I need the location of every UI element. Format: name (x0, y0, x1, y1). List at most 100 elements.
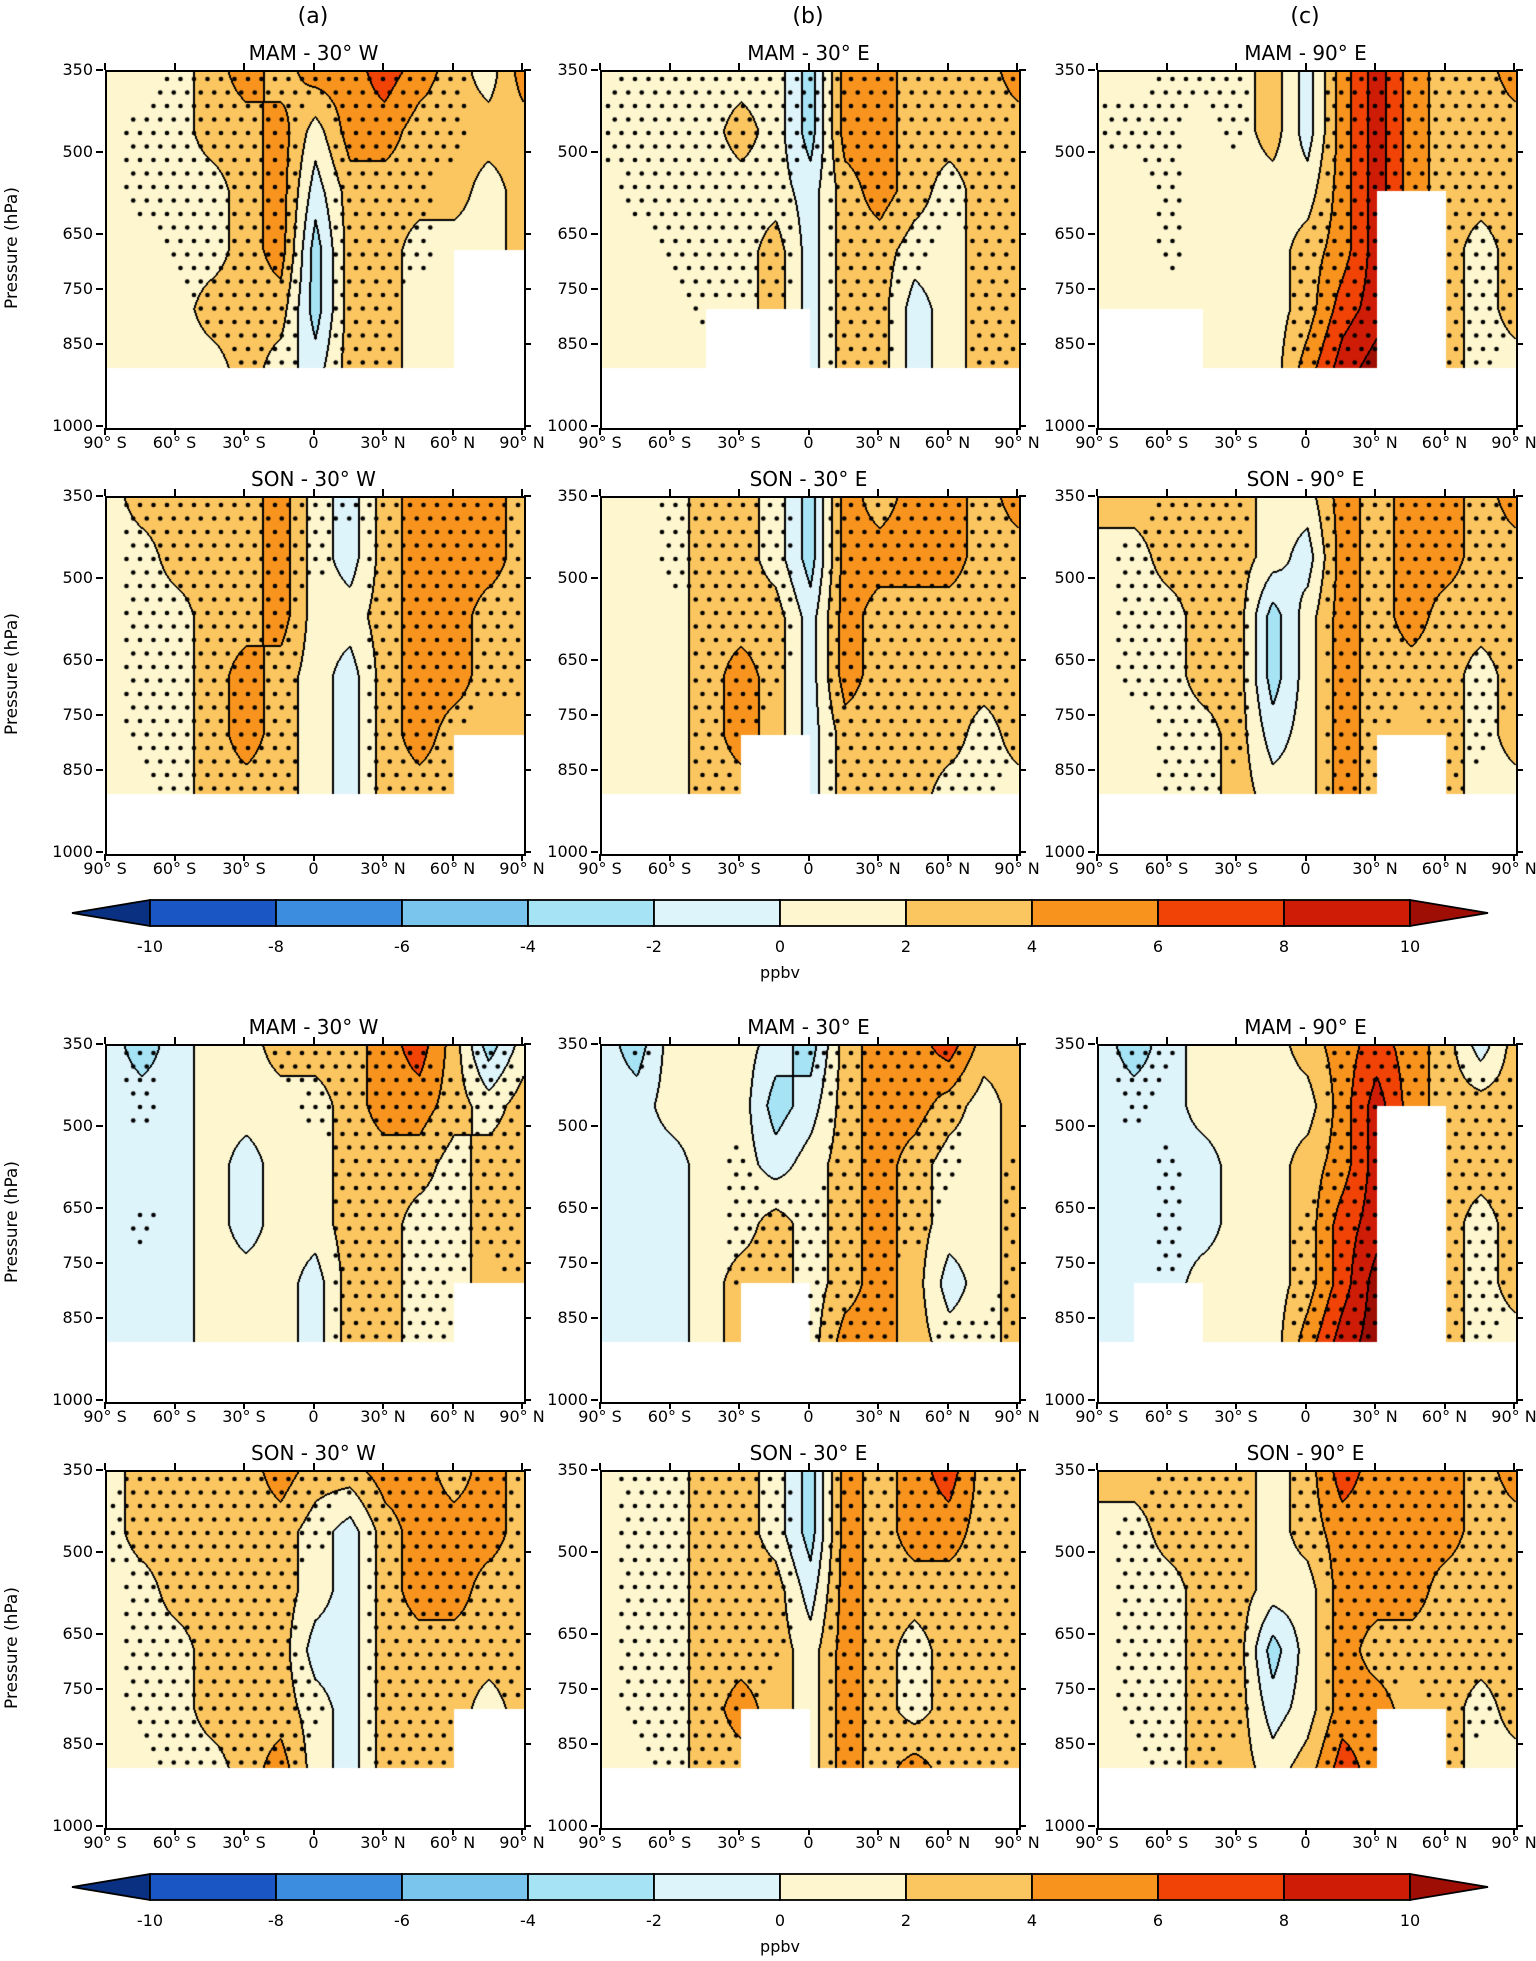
axis-tick (1374, 1463, 1376, 1470)
colorbar: -10 -8 -6 -4 -2 0 2 4 6 8 10 ppbv (71, 898, 1489, 982)
colorbar-tick-label: -10 (137, 937, 163, 956)
axis-tick (1096, 63, 1098, 70)
axis-tick (1513, 854, 1515, 861)
axis-tick (877, 1463, 879, 1470)
axis-tick (96, 69, 103, 71)
column-letter-a: (a) (297, 4, 329, 29)
axis-tick (382, 1828, 384, 1835)
y-tick-label: 850 (1054, 333, 1085, 353)
axis-tick (1088, 577, 1095, 580)
axis-tick (946, 63, 949, 70)
axis-tick (1019, 1207, 1026, 1210)
axis-tick (599, 1463, 601, 1470)
axis-tick (524, 495, 531, 497)
axis-tick (738, 489, 740, 496)
axis-tick (807, 854, 810, 861)
y-tick-label: 750 (1054, 279, 1085, 299)
y-tick-label: 850 (62, 1307, 93, 1327)
y-tick-label: 650 (62, 650, 93, 670)
column-letter-c: (c) (1290, 4, 1320, 29)
axis-tick (1374, 854, 1376, 861)
colorbar-tick-label: 4 (1027, 937, 1037, 956)
x-tick-label: 60° S (1144, 433, 1189, 452)
x-tick-label: 90° S (578, 433, 622, 452)
y-tick-label: 350 (1054, 1460, 1085, 1479)
axis-tick (591, 1125, 598, 1128)
axis-tick (1374, 1037, 1376, 1044)
y-tick-label: 850 (1054, 1733, 1085, 1753)
colorbar-tick-label: -4 (520, 1911, 536, 1930)
axis-tick (877, 428, 879, 435)
x-tick-label: 60° S (647, 859, 692, 878)
panel-mam-90E: MAM - 90° E 90° S 60° S 30° S 0 30° N 60° N 90°… (1044, 1014, 1536, 1426)
axis-tick (1016, 63, 1018, 70)
y-tick-label: 1000 (52, 842, 93, 861)
y-tick-label: 650 (1054, 224, 1085, 244)
x-tick-label: 60° S (152, 433, 197, 452)
axis-tick (591, 1551, 598, 1554)
y-tick-label: 350 (557, 1460, 588, 1479)
y-tick-label: 500 (1054, 142, 1085, 162)
x-tick-label: 60° N (1421, 1833, 1468, 1852)
x-tick-label: 30° N (360, 433, 406, 452)
axis-tick (96, 1742, 103, 1745)
axis-tick (524, 659, 531, 662)
axis-tick (1235, 1037, 1237, 1044)
colorbar-segment (779, 1873, 907, 1901)
axis-tick (96, 1633, 103, 1636)
colorbar-segment (275, 899, 403, 927)
y-tick-label: 1000 (52, 1816, 93, 1835)
axis-tick (382, 854, 384, 861)
axis-tick (1516, 342, 1523, 345)
y-tick-label: 650 (62, 1198, 93, 1218)
x-tick-label: 60° N (924, 1833, 971, 1852)
axis-tick (1304, 489, 1307, 496)
axis-tick (877, 1402, 879, 1409)
axis-tick (312, 63, 315, 70)
contour-field-canvas (1099, 72, 1516, 428)
panel-mam-30W: MAM - 30° W 90° S 60° S 30° S 0 30° N 60° N 90°… (2, 1014, 545, 1426)
y-tick-label: 1000 (547, 1816, 588, 1835)
plot-area (105, 70, 526, 430)
axis-tick (738, 854, 740, 861)
axis-tick (524, 1633, 531, 1636)
x-tick-label: 30° N (855, 1833, 901, 1852)
axis-tick (96, 342, 103, 345)
axis-tick (243, 428, 245, 435)
y-tick-label: 750 (1054, 1679, 1085, 1699)
colorbar-tick-label: -2 (646, 937, 662, 956)
axis-tick (1019, 1125, 1026, 1128)
axis-tick (1088, 659, 1095, 662)
y-tick-label: 350 (62, 60, 93, 79)
axis-tick (1088, 69, 1095, 71)
axis-tick (96, 1316, 103, 1319)
axis-tick (96, 151, 103, 154)
y-tick-label: 750 (1054, 705, 1085, 725)
axis-tick (1443, 428, 1446, 435)
axis-tick (807, 428, 810, 435)
axis-tick (173, 1828, 176, 1835)
x-tick-label: 30° N (1352, 859, 1398, 878)
panel-title: MAM - 30° E (747, 41, 870, 65)
x-tick-label: 90° S (1075, 433, 1119, 452)
y-tick-label: 1000 (1044, 1390, 1085, 1409)
plot-area (105, 496, 526, 856)
axis-tick (243, 1828, 245, 1835)
axis-tick (1088, 1399, 1095, 1401)
axis-tick (1019, 151, 1026, 154)
colorbar-tick-label: 2 (901, 937, 911, 956)
x-tick-label: 30° N (1352, 433, 1398, 452)
axis-tick (1088, 714, 1095, 717)
y-tick-label: 750 (557, 1253, 588, 1273)
panel-title: SON - 90° E (1246, 1441, 1365, 1465)
axis-tick (738, 1402, 740, 1409)
axis-tick (1096, 489, 1098, 496)
x-tick-label: 0 (1300, 859, 1311, 878)
colorbar-segment (905, 1873, 1033, 1901)
axis-tick (877, 63, 879, 70)
x-tick-label: 0 (308, 433, 319, 452)
panel-son-90E: SON - 90° E 90° S 60° S 30° S 0 30° N 60° N 90°… (1044, 1440, 1536, 1852)
x-tick-label: 0 (803, 859, 814, 878)
panel-son-30W: SON - 30° W 90° S 60° S 30° S 0 30° N 60° N 90°… (2, 1440, 545, 1852)
axis-tick (738, 1828, 740, 1835)
